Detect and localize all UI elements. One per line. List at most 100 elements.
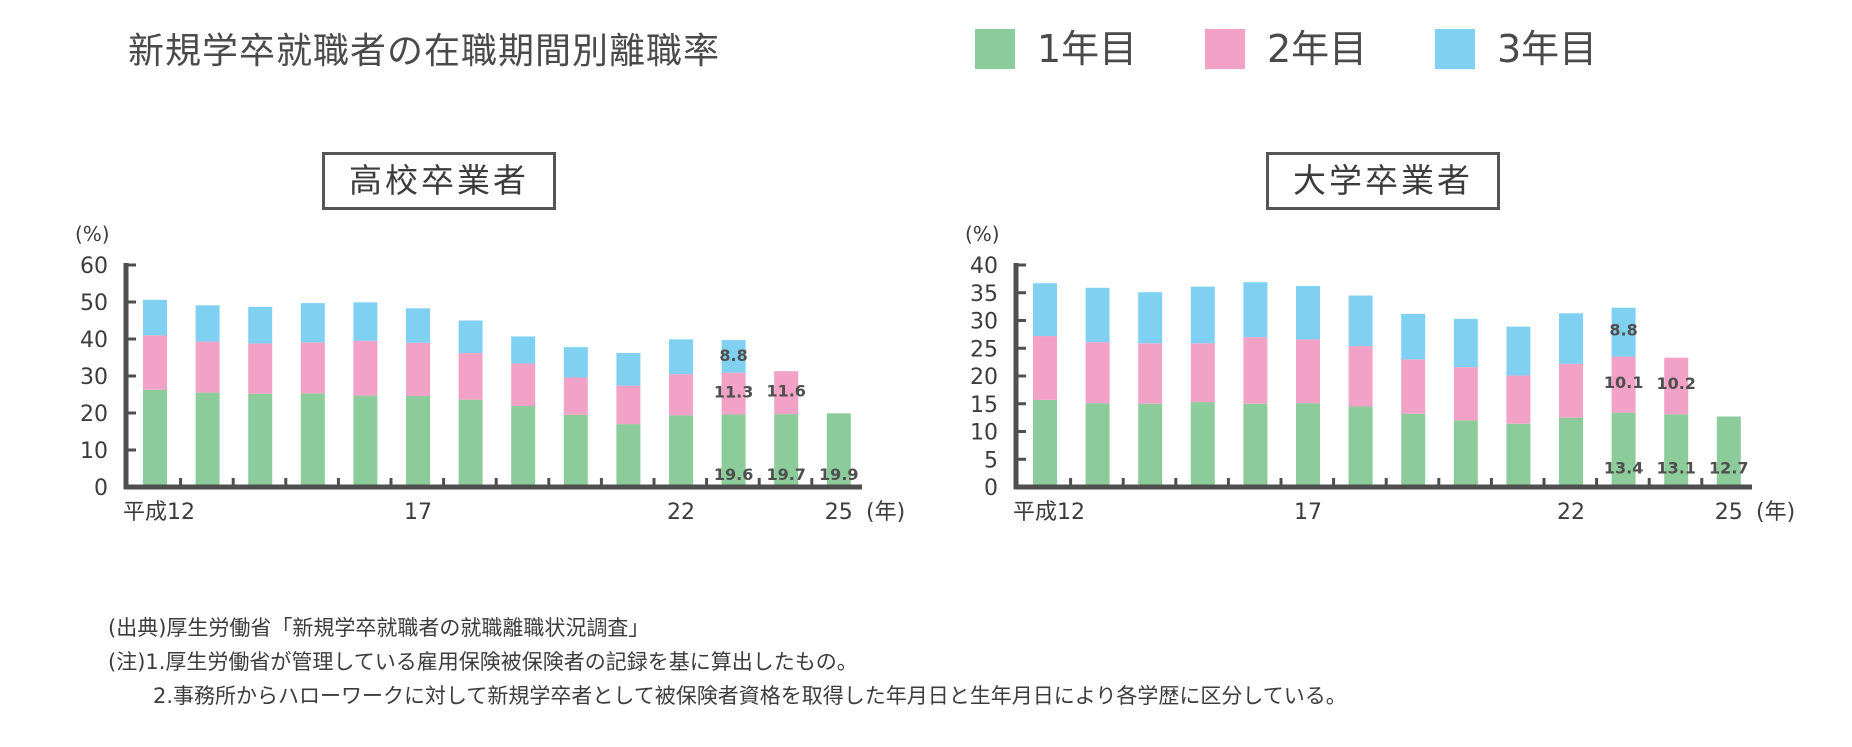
uni-bar-1-22 bbox=[1559, 417, 1583, 487]
note-2: 2.事務所からハローワークに対して新規学卒者として被保険者資格を取得した年月日と… bbox=[153, 684, 1347, 708]
uni-bar-2-12 bbox=[1033, 336, 1057, 400]
uni-y-tick-label: 5 bbox=[984, 448, 998, 473]
hs-bar-3-21 bbox=[616, 353, 641, 386]
hs-bar-3-14 bbox=[248, 306, 273, 344]
hs-y-tick-label: 50 bbox=[80, 291, 108, 316]
legend-swatch-year1 bbox=[975, 29, 1015, 69]
hs-bar-2-21 bbox=[616, 385, 641, 425]
hs-bar-3-23 bbox=[721, 340, 746, 373]
hs-bar-2-19 bbox=[511, 363, 536, 406]
uni-value-label: 13.1 bbox=[1656, 459, 1695, 478]
hs-y-tick-label: 10 bbox=[80, 439, 108, 464]
hs-x-unit-label: (年) bbox=[866, 500, 905, 525]
hs-bar-2-14 bbox=[248, 343, 273, 394]
panel-title-university: 大学卒業者 bbox=[1266, 152, 1500, 210]
uni-bar-1-16 bbox=[1243, 403, 1268, 487]
uni-bar-1-14 bbox=[1138, 403, 1163, 487]
uni-y-tick-label: 0 bbox=[984, 476, 998, 501]
uni-x-unit-label: (年) bbox=[1756, 500, 1795, 525]
uni-bar-3-19 bbox=[1401, 313, 1426, 360]
uni-bar-1-12 bbox=[1033, 399, 1057, 487]
hs-y-unit-label: (%) bbox=[75, 222, 110, 246]
uni-y-tick-label: 35 bbox=[970, 282, 998, 307]
hs-bar-1-20 bbox=[563, 414, 588, 487]
uni-value-label: 13.4 bbox=[1604, 459, 1643, 478]
uni-bar-1-25 bbox=[1716, 416, 1741, 487]
hs-bar-2-22 bbox=[669, 374, 693, 416]
uni-x-tick-label: 25 bbox=[1715, 500, 1743, 525]
uni-y-tick-label: 25 bbox=[970, 337, 998, 362]
hs-bar-1-13 bbox=[195, 392, 220, 487]
uni-bar-3-20 bbox=[1453, 318, 1478, 368]
hs-x-tick-label: 25 bbox=[825, 500, 853, 525]
hs-value-label: 11.3 bbox=[714, 382, 753, 401]
hs-bar-1-21 bbox=[616, 424, 641, 487]
legend-label-year3: 3年目 bbox=[1497, 27, 1598, 71]
hs-bar-2-24 bbox=[774, 371, 799, 415]
uni-y-unit-label: (%) bbox=[965, 222, 1000, 246]
legend-swatch-year3 bbox=[1435, 29, 1475, 69]
uni-bar-3-16 bbox=[1243, 282, 1268, 338]
uni-bar-2-23 bbox=[1611, 356, 1636, 413]
uni-y-tick-label: 40 bbox=[970, 254, 998, 279]
hs-bar-3-16 bbox=[353, 302, 378, 341]
uni-bar-2-22 bbox=[1559, 363, 1583, 418]
hs-bar-1-18 bbox=[458, 399, 483, 487]
hs-bar-3-17 bbox=[406, 308, 430, 343]
uni-bar-1-20 bbox=[1453, 420, 1478, 487]
hs-bar-1-15 bbox=[300, 393, 325, 487]
uni-bar-1-18 bbox=[1348, 406, 1373, 487]
uni-y-tick-label: 15 bbox=[970, 393, 998, 418]
note-source: (出典)厚生労働省「新規学卒就職者の就職離職状況調査」 bbox=[108, 616, 650, 640]
hs-bar-1-24 bbox=[774, 414, 799, 487]
uni-bar-2-15 bbox=[1190, 343, 1215, 403]
uni-bar-2-21 bbox=[1506, 375, 1531, 424]
uni-bar-2-13 bbox=[1085, 342, 1110, 404]
uni-bar-2-17 bbox=[1296, 339, 1320, 404]
hs-bar-2-16 bbox=[353, 340, 378, 396]
uni-y-tick-label: 30 bbox=[970, 310, 998, 335]
hs-bar-1-17 bbox=[406, 395, 430, 487]
chart-high-school: (%) 0 10 20 30 40 50 60 8.8 11.3 19.6 11.6 19.7 19.9 平… bbox=[75, 222, 905, 525]
hs-bar-3-19 bbox=[511, 336, 536, 364]
uni-bar-3-14 bbox=[1138, 292, 1163, 344]
uni-bar-1-15 bbox=[1190, 402, 1215, 487]
uni-bar-3-12 bbox=[1033, 283, 1057, 337]
legend-swatch-year2 bbox=[1205, 29, 1245, 69]
uni-bar-1-23 bbox=[1611, 412, 1636, 487]
hs-y-tick-label: 40 bbox=[80, 328, 108, 353]
uni-bar-1-19 bbox=[1401, 413, 1426, 487]
hs-bar-3-15 bbox=[300, 303, 325, 343]
hs-value-label: 19.9 bbox=[819, 465, 858, 484]
uni-bar-2-14 bbox=[1138, 343, 1163, 404]
hs-x-tick-label: 17 bbox=[404, 500, 432, 525]
uni-bar-1-21 bbox=[1506, 423, 1531, 487]
note-1: (注)1.厚生労働省が管理している雇用保険被保険者の記録を基に算出したもの。 bbox=[108, 650, 858, 674]
uni-y-tick-label: 20 bbox=[970, 365, 998, 390]
hs-x-tick-label: 22 bbox=[667, 500, 695, 525]
uni-x-tick-label: 17 bbox=[1294, 500, 1322, 525]
legend-label-year2: 2年目 bbox=[1267, 27, 1368, 71]
hs-value-label: 19.7 bbox=[766, 465, 805, 484]
hs-bar-3-20 bbox=[563, 347, 588, 378]
uni-bar-3-18 bbox=[1348, 295, 1373, 347]
uni-bar-1-13 bbox=[1085, 403, 1110, 487]
hs-y-tick-label: 0 bbox=[94, 476, 108, 501]
uni-bar-3-15 bbox=[1190, 286, 1215, 344]
uni-bar-2-16 bbox=[1243, 337, 1268, 404]
uni-bar-3-22 bbox=[1559, 313, 1583, 364]
hs-y-tick-label: 30 bbox=[80, 365, 108, 390]
hs-x-tick-label: 平成12 bbox=[123, 500, 195, 525]
hs-bar-2-15 bbox=[300, 342, 325, 394]
hs-bar-3-22 bbox=[669, 339, 693, 375]
uni-bar-1-17 bbox=[1296, 403, 1320, 487]
uni-value-label: 10.2 bbox=[1656, 374, 1695, 393]
hs-bar-2-20 bbox=[563, 377, 588, 415]
hs-bar-3-18 bbox=[458, 320, 483, 354]
hs-bar-1-16 bbox=[353, 395, 378, 487]
hs-y-tick-label: 60 bbox=[80, 254, 108, 279]
hs-bar-2-13 bbox=[195, 341, 220, 393]
uni-bar-3-23 bbox=[1611, 307, 1636, 357]
hs-bar-1-25 bbox=[826, 413, 851, 487]
hs-y-tick-label: 20 bbox=[80, 402, 108, 427]
